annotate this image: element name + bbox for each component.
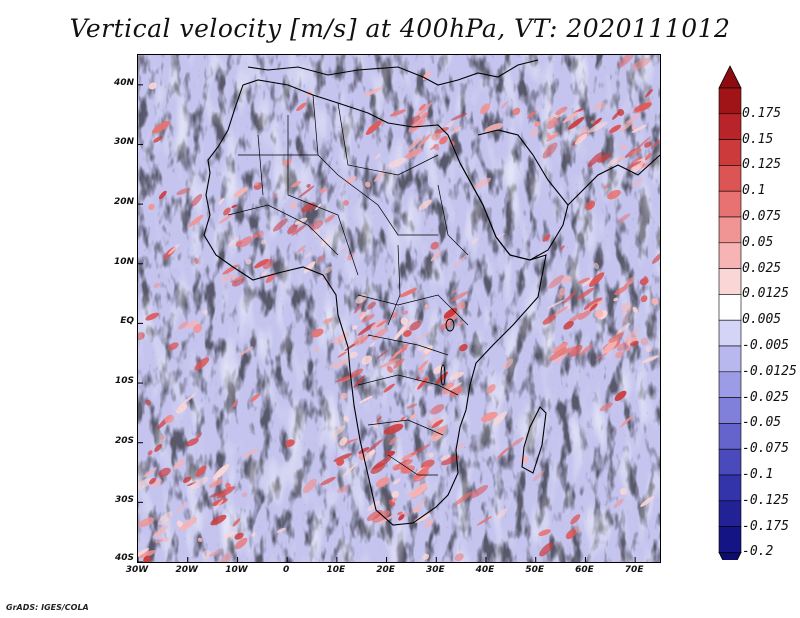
lat-label: 10S	[114, 376, 134, 387]
colorbar-swatch	[718, 87, 742, 115]
colorbar-value-label: 0.175	[742, 105, 782, 121]
colorbar-value-label: -0.175	[742, 518, 789, 534]
colorbar-value-label: 0.005	[742, 312, 782, 328]
colorbar	[718, 65, 742, 560]
lon-label: 20E	[376, 565, 395, 575]
lon-label: 30W	[125, 565, 149, 575]
lon-label: 40E	[475, 565, 495, 575]
madagascar	[521, 406, 547, 474]
lon-label: 10E	[326, 565, 346, 575]
lon-label: 0	[283, 565, 290, 575]
colorbar-swatch	[718, 345, 742, 373]
africa-coastline	[203, 79, 547, 526]
colorbar-swatch	[718, 113, 742, 140]
colorbar-swatch	[718, 397, 742, 424]
field-speckle	[138, 55, 660, 562]
colorbar-value-label: -0.2	[742, 544, 774, 560]
credit-text: GrADS: IGES/COLA	[6, 603, 89, 612]
colorbar-value-label: 0.15	[742, 131, 774, 147]
colorbar-top-arrow	[718, 65, 742, 89]
lat-label: 20S	[114, 435, 134, 446]
colorbar-value-label: -0.005	[742, 338, 789, 353]
country-borders	[227, 94, 469, 476]
lon-label: 50E	[525, 565, 545, 575]
europe-coastline	[247, 59, 539, 86]
colorbar-value-label: -0.1	[742, 467, 774, 482]
map-panel	[137, 54, 661, 563]
colorbar-swatch	[718, 139, 742, 166]
colorbar-swatch	[718, 423, 742, 450]
coastlines	[203, 59, 660, 526]
colorbar-value-label: 0.025	[742, 260, 782, 276]
colorbar-swatch	[718, 474, 742, 502]
colorbar-swatch	[718, 448, 742, 476]
colorbar-swatch	[718, 294, 742, 321]
colorbar-swatch	[718, 190, 742, 218]
colorbar-value-label: 0.1	[742, 183, 766, 199]
arabia-coastline	[459, 129, 569, 261]
colorbar-value-label: -0.025	[742, 389, 789, 405]
lat-label: EQ	[120, 316, 134, 327]
colorbar-swatch	[718, 526, 742, 553]
colorbar-swatch	[718, 319, 742, 347]
colorbar-swatch	[718, 216, 742, 244]
colorbar-value-label: 0.075	[742, 209, 782, 224]
colorbar-swatch	[718, 268, 742, 295]
lon-label: 60E	[575, 565, 594, 575]
velocity-field-map	[138, 55, 660, 562]
colorbar-value-label: 0.05	[742, 234, 774, 250]
asia-coast	[567, 154, 660, 206]
lat-label: 30N	[113, 137, 134, 148]
colorbar-swatch	[718, 165, 742, 192]
axis-ticks	[138, 84, 636, 562]
map-title: Vertical velocity [m/s] at 400hPa, VT: 2…	[69, 14, 731, 43]
colorbar-swatch	[718, 371, 742, 398]
lat-label: 40S	[114, 553, 134, 563]
colorbar-bottom-arrow	[718, 551, 742, 560]
lon-label: 30E	[425, 565, 445, 575]
colorbar-value-label: -0.05	[742, 415, 782, 431]
lat-label: 10N	[113, 256, 134, 267]
lat-label: 30S	[114, 495, 134, 506]
colorbar-swatch	[718, 500, 742, 527]
colorbar-value-label: -0.075	[742, 441, 789, 457]
colorbar-value-label: -0.0125	[742, 363, 797, 379]
colorbar-value-label: 0.0125	[742, 286, 789, 302]
lakes	[440, 318, 455, 386]
lat-label: 40N	[113, 77, 134, 88]
lon-label: 70E	[624, 565, 644, 575]
lat-label: 20N	[113, 197, 134, 208]
lon-label: 20W	[175, 565, 198, 575]
colorbar-swatch	[718, 242, 742, 269]
colorbar-value-label: 0.125	[742, 157, 782, 173]
colorbar-value-label: -0.125	[742, 492, 789, 508]
lon-label: 10W	[225, 565, 248, 575]
